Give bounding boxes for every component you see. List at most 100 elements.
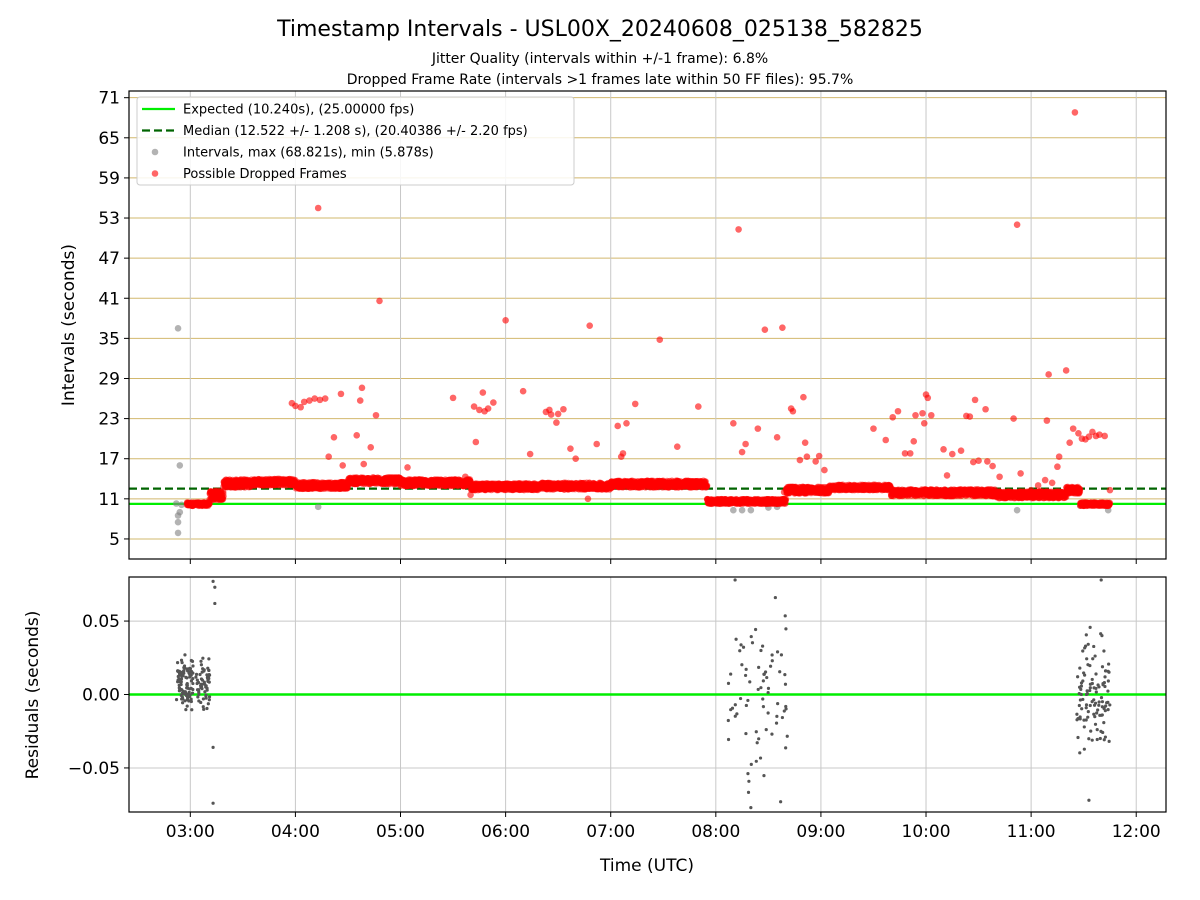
legend-label: Intervals, max (68.821s), min (5.878s): [183, 146, 434, 161]
dropped-frame-point: [730, 419, 737, 427]
residual-point: [195, 678, 199, 682]
interval-point: [178, 501, 185, 509]
dropped-frame-point: [940, 446, 947, 453]
dropped-frame-point: [882, 436, 890, 444]
dropped-frame-point: [614, 422, 622, 430]
dropped-frame-point: [1041, 476, 1049, 484]
dropped-frame-point: [910, 438, 918, 445]
interval-point: [174, 529, 182, 537]
dropped-frame-point: [971, 396, 979, 404]
dropped-frame-point: [339, 462, 347, 469]
dropped-frame-point: [1101, 432, 1108, 440]
dropped-frame-point: [943, 472, 951, 479]
dropped-frame-point: [779, 324, 786, 331]
dropped-frame-point: [801, 439, 809, 446]
dropped-frame-point: [975, 457, 982, 465]
dropped-frame-point: [1043, 417, 1051, 424]
legend-swatch-dot: [151, 148, 159, 156]
dropped-frame-point: [467, 491, 474, 499]
dropped-frame-point: [321, 395, 329, 402]
y-tick-label: 35: [98, 329, 120, 349]
dropped-frame-point: [815, 452, 823, 460]
dropped-frame-point: [519, 387, 527, 395]
dropped-frame-point: [472, 438, 480, 446]
dropped-frame-point: [919, 409, 926, 417]
dropped-frame-point: [449, 394, 457, 402]
interval-point: [730, 506, 737, 514]
y-tick-label: 5: [109, 530, 120, 550]
dropped-frame-point: [554, 410, 562, 418]
dropped-frame-point: [584, 495, 592, 503]
dropped-frame-point: [789, 407, 797, 415]
dropped-frame-point: [780, 488, 788, 496]
dropped-frame-point: [906, 450, 914, 457]
bottom-data-marks: [129, 578, 1166, 810]
dropped-frame-point: [870, 425, 877, 432]
residual-point: [190, 659, 195, 664]
interval-point: [174, 325, 182, 332]
y-tick-label: 29: [98, 369, 120, 389]
dropped-frame-point: [803, 453, 811, 461]
interval-point: [176, 462, 184, 469]
dropped-frame-point: [912, 411, 919, 419]
dropped-frame-point: [572, 455, 579, 463]
dropped-frame-point: [673, 443, 681, 450]
interval-point: [174, 518, 182, 526]
dropped-frame-point: [1055, 453, 1063, 461]
dropped-frame-point: [1027, 486, 1035, 494]
dropped-frame-point: [1106, 486, 1114, 494]
dropped-frame-point: [761, 326, 769, 333]
dropped-frame-point: [1106, 499, 1114, 507]
y-tick-label: 65: [98, 129, 120, 149]
chart-subtitle-dropped: Dropped Frame Rate (intervals >1 frames …: [347, 72, 854, 88]
chart-subtitle-jitter: Jitter Quality (intervals within +/-1 fr…: [431, 51, 768, 67]
residual-point: [185, 704, 189, 708]
dropped-frame-point: [920, 419, 928, 427]
residual-point: [198, 672, 202, 677]
dropped-frame-point: [631, 400, 639, 408]
legend-swatch-dot: [151, 170, 159, 177]
interval-point: [738, 506, 746, 514]
legend: Expected (10.240s), (25.00000 fps)Median…: [136, 96, 575, 186]
dropped-frame-point: [502, 317, 509, 324]
y-tick-label: 47: [98, 249, 120, 269]
dropped-frame-point: [325, 453, 332, 461]
chart-title: Timestamp Intervals - USL00X_20240608_02…: [276, 17, 923, 42]
interval-point: [747, 506, 755, 514]
legend-label: Expected (10.240s), (25.00000 fps): [183, 103, 414, 118]
interval-point: [1013, 506, 1021, 514]
dropped-frame-point: [889, 413, 897, 421]
dropped-frame-point: [479, 389, 487, 396]
dropped-frame-point: [376, 297, 383, 305]
dropped-frame-point: [957, 447, 965, 454]
y-tick-label: 23: [98, 410, 120, 430]
dropped-frame-point: [773, 434, 781, 441]
dropped-frame-point: [593, 440, 601, 448]
dropped-frame-point: [966, 413, 974, 420]
dropped-frame-point: [1010, 415, 1017, 422]
residual-point: [195, 681, 199, 686]
y-tick-label: 17: [98, 450, 120, 470]
dropped-frame-point: [586, 322, 593, 329]
top-y-axis-label: Intervals (seconds): [59, 244, 79, 406]
dropped-frame-point: [782, 495, 790, 503]
dropped-frame-point: [526, 450, 534, 458]
dropped-frame-point: [372, 411, 380, 419]
dropped-frame-point: [367, 444, 375, 451]
dropped-frame-point: [735, 226, 742, 233]
dropped-frame-point: [353, 432, 361, 439]
dropped-frame-point: [1071, 109, 1079, 116]
legend-label: Possible Dropped Frames: [183, 167, 347, 182]
y-tick-label: 41: [98, 289, 120, 309]
dropped-frame-point: [800, 393, 807, 401]
dropped-frame-point: [623, 419, 630, 427]
dropped-frame-point: [560, 405, 567, 413]
dropped-frame-point: [490, 399, 497, 406]
dropped-frame-point: [656, 336, 664, 344]
dropped-frame-point: [1045, 371, 1052, 378]
interval-point: [314, 503, 322, 511]
dropped-frame-point: [1062, 367, 1070, 374]
dropped-frame-point: [1034, 482, 1042, 489]
dropped-frame-point: [694, 403, 702, 410]
